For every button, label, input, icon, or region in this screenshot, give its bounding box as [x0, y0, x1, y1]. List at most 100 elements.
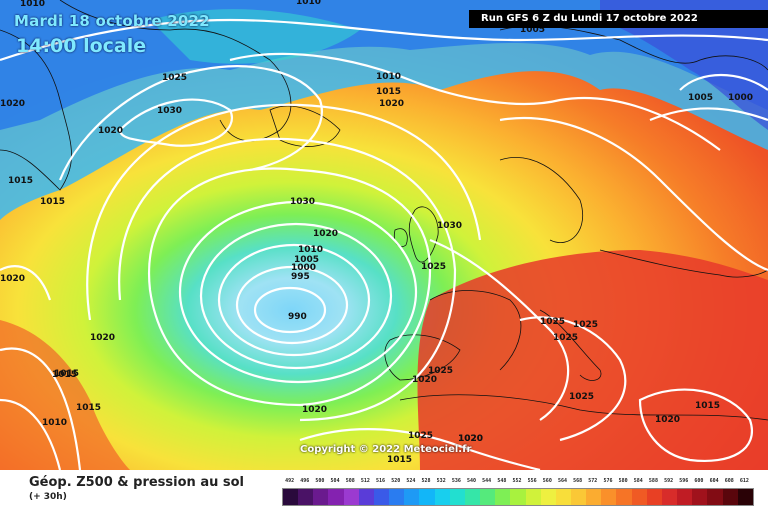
color-scale-tick: 504 [330, 478, 340, 484]
isobar-label: 1015 [695, 401, 720, 411]
color-scale-tick: 528 [421, 478, 431, 484]
color-scale-swatch [737, 489, 753, 505]
color-scale-tick: 524 [406, 478, 416, 484]
isobar-label: 1000 [728, 93, 753, 103]
color-scale-swatch [707, 489, 723, 505]
isobar-label: 1015 [54, 369, 79, 379]
color-scale-swatch [616, 489, 632, 505]
color-scale-tick: 588 [648, 478, 658, 484]
isobar-label: 1025 [540, 317, 565, 327]
isobar-label: 1010 [296, 0, 321, 7]
color-scale-swatch [495, 489, 511, 505]
color-scale-swatch [555, 489, 571, 505]
color-scale-tick: 520 [391, 478, 401, 484]
color-scale-tick: 576 [603, 478, 613, 484]
isobar-label: 1020 [458, 434, 483, 444]
copyright-notice: Copyright © 2022 Meteociel.fr [300, 444, 472, 455]
color-scale-swatch [328, 489, 344, 505]
isobar-label: 990 [288, 312, 307, 322]
isobar-label: 1025 [421, 262, 446, 272]
color-scale-swatch [480, 489, 496, 505]
isobar-label: 1015 [376, 87, 401, 97]
color-scale-swatch [722, 489, 738, 505]
isobar-label: 1020 [458, 434, 483, 444]
isobar-label: 1020 [313, 229, 338, 239]
color-scale-swatch [570, 489, 587, 505]
color-scale-tick: 612 [739, 478, 749, 484]
color-scale-tick: 548 [497, 478, 507, 484]
color-scale-swatch [404, 489, 420, 505]
color-scale-tick: 500 [315, 478, 325, 484]
scandinavia-trough [600, 0, 768, 130]
color-scale-labels: 492 496 500 504 508 512 516 520 524 528 532 536 540 5… [282, 478, 754, 488]
color-scale-swatch [631, 489, 647, 505]
color-scale-swatch [358, 489, 374, 505]
color-scale-tick: 552 [512, 478, 522, 484]
isobar-label: 1010 [298, 245, 323, 255]
color-scale-bar [282, 488, 754, 506]
color-scale-swatch [601, 489, 617, 505]
isobar-label: 1025 [573, 320, 598, 330]
isobar-label: 1030 [437, 221, 462, 231]
color-scale-tick: 568 [573, 478, 583, 484]
color-scale-swatch [677, 489, 693, 505]
model-run-banner: Run GFS 6 Z du Lundi 17 octobre 2022 [469, 10, 768, 28]
isobar-label: 1015 [76, 403, 101, 413]
color-scale-swatch [586, 489, 602, 505]
isobar-label: 1020 [379, 99, 404, 109]
color-scale-swatch [464, 489, 481, 505]
isobar-label: 1030 [157, 106, 182, 116]
isobar-label: 1020 [90, 333, 115, 343]
color-scale-tick: 564 [557, 478, 567, 484]
color-scale-tick: 544 [482, 478, 492, 484]
forecast-lead-time: (+ 30h) [29, 492, 67, 502]
isobar-label: 1020 [655, 415, 680, 425]
color-scale-swatch [343, 489, 359, 505]
color-scale-tick: 596 [679, 478, 689, 484]
forecast-date: Mardi 18 octobre 2022 [14, 12, 210, 30]
isobar-label: 1010 [376, 72, 401, 82]
isobar-label: 1015 [8, 176, 33, 186]
forecast-map: 1010 1010 1005 1025 1030 1020 1020 1015 … [0, 0, 768, 470]
subtropical-air [0, 320, 130, 470]
map-canvas: 1010 1010 1005 1025 1030 1020 1020 1015 … [0, 0, 768, 470]
isobar-label: 1025 [162, 73, 187, 83]
isobar-label: 1020 [98, 126, 123, 136]
isobar-label: 1005 [688, 93, 713, 103]
color-scale-tick: 496 [300, 478, 310, 484]
isobar-labels: 1010 1010 1005 1025 1030 1020 1020 1015 … [0, 0, 753, 465]
color-scale-swatch [661, 489, 678, 505]
isobar-label: 1020 [302, 405, 327, 415]
isobar-label: 1025 [408, 431, 433, 441]
color-scale-swatch [389, 489, 405, 505]
isobar-label: 1000 [291, 263, 316, 273]
color-scale-swatch [298, 489, 314, 505]
isobar-label: 1020 [0, 274, 25, 284]
isobars [0, 18, 768, 470]
isobar-label: 1025 [553, 333, 578, 343]
color-scale-swatch [313, 489, 329, 505]
color-scale-tick: 540 [467, 478, 477, 484]
color-scale-swatch [434, 489, 450, 505]
color-scale-swatch [540, 489, 556, 505]
color-scale-tick: 516 [376, 478, 386, 484]
color-scale-tick: 556 [527, 478, 537, 484]
color-scale-tick: 512 [360, 478, 370, 484]
color-scale-swatch [373, 489, 390, 505]
isobar-label: 1015 [52, 370, 77, 380]
color-scale-swatch [449, 489, 465, 505]
forecast-time: 14:00 locale [16, 35, 147, 57]
color-scale-tick: 580 [618, 478, 628, 484]
isobar-label: 1005 [520, 25, 545, 35]
isobar-label: 1015 [40, 197, 65, 207]
isobar-label: 1020 [412, 375, 437, 385]
isobar-label: 1030 [290, 197, 315, 207]
color-scale-swatch [525, 489, 541, 505]
color-scale-tick: 492 [285, 478, 295, 484]
color-scale-swatch [419, 489, 435, 505]
isobar-label: 1025 [428, 366, 453, 376]
color-scale-tick: 560 [542, 478, 552, 484]
color-scale-tick: 572 [588, 478, 598, 484]
isobar-label: 1020 [0, 99, 25, 109]
